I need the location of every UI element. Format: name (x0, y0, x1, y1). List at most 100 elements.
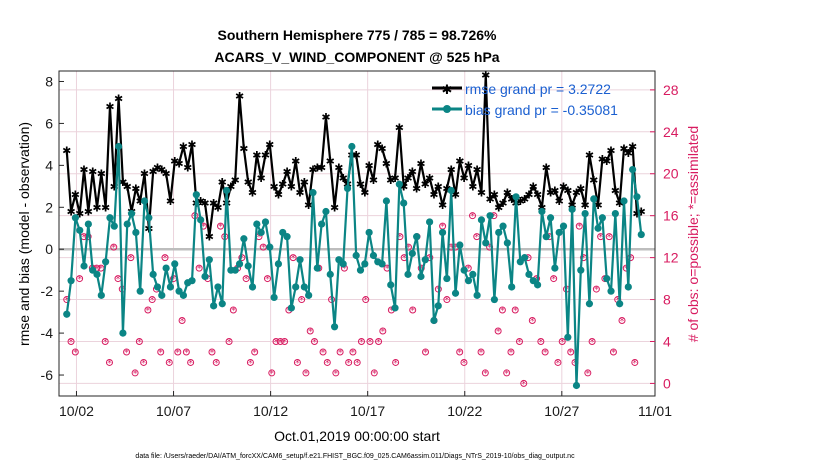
obs-possible-marker (370, 369, 378, 377)
obs-assimilated-marker: * (547, 233, 552, 243)
x-tick-label: 10/07 (156, 403, 191, 419)
obs-possible-marker (541, 348, 549, 356)
rmse-point: ✱ (75, 208, 84, 221)
rmse-point: ✱ (326, 155, 335, 168)
obs-possible-marker (379, 327, 387, 335)
rmse-point: ✱ (162, 168, 171, 181)
obs-assimilated-marker: * (419, 265, 424, 275)
bias-point (395, 180, 403, 188)
bias-point (115, 142, 123, 151)
rmse-point: ✱ (131, 182, 140, 195)
rmse-point: ✱ (555, 195, 564, 208)
obs-assimilated-marker: * (530, 317, 535, 327)
obs-possible-marker (67, 337, 75, 345)
obs-possible-marker (507, 348, 515, 356)
obs-assimilated-marker: * (291, 254, 296, 264)
obs-possible-marker (195, 264, 203, 272)
obs-possible-marker (550, 275, 558, 283)
obs-possible-marker (182, 348, 190, 356)
right-tick-label: 4 (663, 333, 671, 349)
bias-point (201, 272, 209, 281)
bias-point (71, 214, 80, 222)
obs-assimilated-marker: * (581, 254, 586, 264)
obs-assimilated-marker: * (385, 265, 390, 275)
bias-point (594, 224, 602, 232)
rmse-point: ✱ (408, 166, 417, 179)
obs-possible-marker (515, 337, 523, 345)
bias-point (313, 264, 321, 272)
right-tick-label: 12 (663, 250, 679, 266)
rmse-point: ✱ (360, 187, 369, 200)
obs-possible-marker (161, 254, 169, 262)
obs-assimilated-marker: * (517, 338, 522, 348)
left-axis-ticks: -6 -4 -2 0 2 4 6 8 (41, 73, 64, 383)
y-axis-label-right: # of obs: o=possible; *=assimilated (685, 126, 701, 342)
rmse-point: ✱ (295, 187, 304, 200)
rmse-point: ✱ (339, 172, 348, 185)
obs-possible-marker (392, 358, 400, 366)
bias-point (387, 281, 395, 289)
bias-point (521, 254, 529, 262)
obs-possible-marker (357, 337, 365, 345)
obs-assimilated-marker: * (73, 348, 78, 358)
obs-assimilated-marker: * (363, 296, 368, 306)
bias-point (603, 274, 611, 283)
obs-assimilated-marker: * (462, 359, 467, 369)
obs-assimilated-marker: * (359, 338, 364, 348)
rmse-point: ✱ (287, 180, 296, 193)
bias-point (551, 264, 559, 272)
obs-assimilated-marker: * (214, 359, 219, 369)
obs-possible-marker (323, 358, 331, 366)
bias-point (382, 197, 391, 205)
rmse-point: ✱ (611, 185, 620, 198)
obs-assimilated-marker: * (628, 254, 633, 264)
obs-possible-marker (144, 306, 152, 314)
obs-assimilated-marker: * (94, 265, 99, 275)
rmse-point: ✱ (598, 153, 607, 166)
rmse-point: ✱ (166, 195, 175, 208)
obs-assimilated-marker: * (163, 254, 168, 264)
obs-possible-marker (101, 337, 109, 345)
bias-point (153, 283, 162, 291)
bias-point (391, 304, 399, 312)
obs-possible-marker (366, 337, 374, 345)
obs-assimilated-marker: * (141, 359, 146, 369)
rmse-point: ✱ (503, 187, 512, 200)
rmse-point: ✱ (218, 176, 227, 189)
rmse-point: ✱ (585, 149, 594, 162)
right-tick-label: 28 (663, 82, 679, 98)
rmse-point: ✱ (572, 187, 581, 200)
rmse-point: ✱ (464, 159, 473, 172)
rmse-point: ✱ (153, 161, 162, 174)
obs-assimilated-marker: * (509, 348, 514, 358)
obs-possible-marker (281, 337, 289, 345)
obs-possible-marker (554, 358, 562, 366)
obs-assimilated-marker: * (351, 348, 356, 358)
obs-assimilated-marker: * (526, 254, 531, 264)
rmse-point: ✱ (278, 178, 287, 191)
bias-point (93, 270, 101, 278)
rmse-point: ✱ (205, 231, 214, 244)
rmse-point: ✱ (382, 157, 391, 170)
obs-assimilated-marker: * (218, 223, 223, 233)
obs-possible-marker (592, 285, 600, 293)
bias-point (369, 251, 378, 260)
obs-possible-marker (362, 296, 370, 304)
obs-possible-marker (289, 254, 297, 262)
obs-assimilated-marker: * (620, 317, 625, 327)
rmse-point: ✱ (425, 172, 434, 185)
rmse-point: ✱ (529, 180, 538, 193)
obs-assimilated-marker: * (99, 265, 104, 275)
bias-point (305, 291, 313, 299)
bias-point (119, 329, 127, 337)
bias-point (140, 197, 149, 205)
obs-possible-marker (460, 358, 468, 366)
rmse-point: ✱ (403, 172, 412, 185)
rmse-point: ✱ (149, 166, 158, 179)
bias-point (218, 300, 226, 308)
bias-point (248, 283, 257, 291)
bias-point (555, 228, 563, 237)
obs-possible-marker (264, 275, 272, 283)
rmse-point: ✱ (136, 195, 145, 208)
